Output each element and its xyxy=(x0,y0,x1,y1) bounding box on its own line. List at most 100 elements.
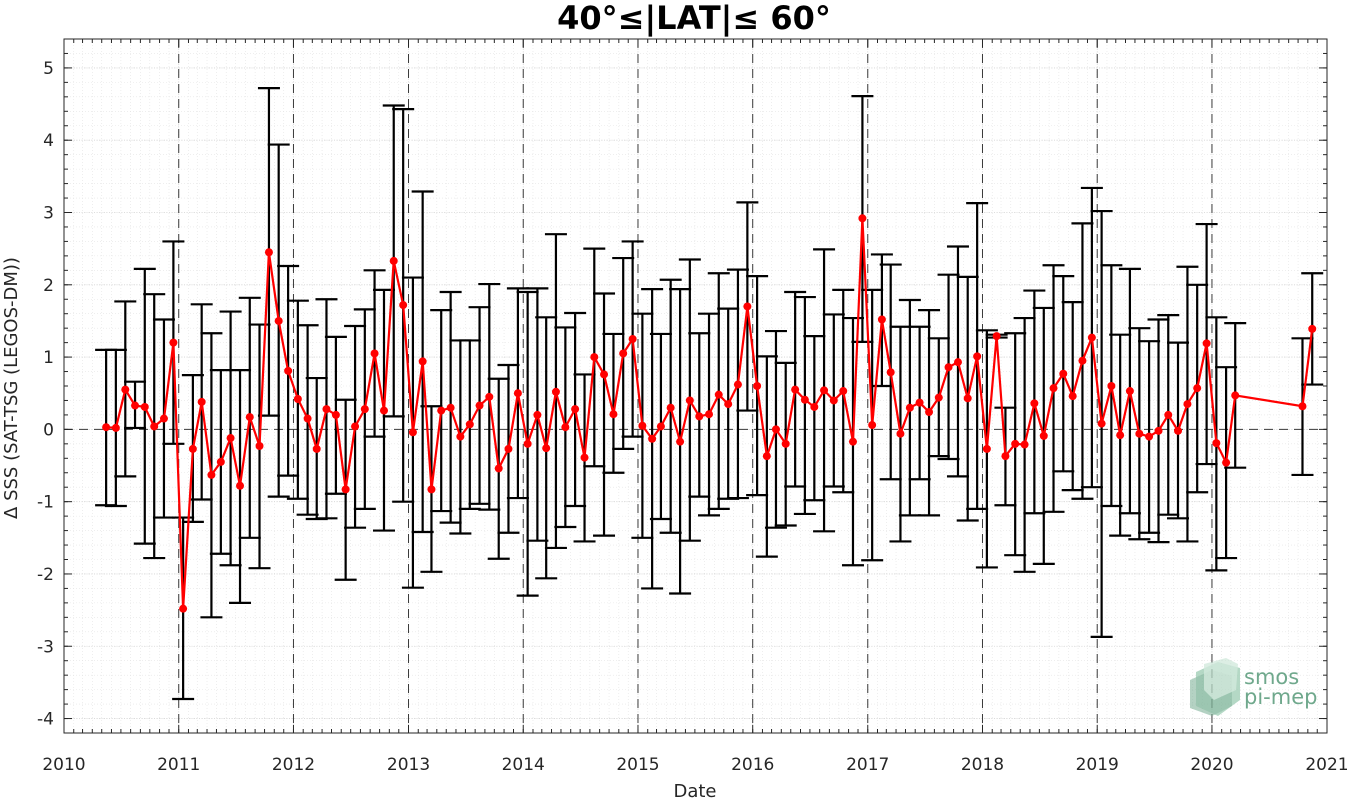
x-tick-label: 2016 xyxy=(731,755,774,775)
data-point xyxy=(1202,339,1211,348)
data-point xyxy=(303,414,312,423)
data-point xyxy=(829,396,838,405)
x-tick-label: 2018 xyxy=(961,755,1004,775)
data-point xyxy=(1193,384,1202,393)
data-point xyxy=(1078,356,1087,365)
data-point xyxy=(619,349,628,358)
x-tick-label: 2014 xyxy=(502,755,545,775)
y-tick-label: 0 xyxy=(43,420,54,440)
data-point xyxy=(140,402,149,411)
data-point xyxy=(207,470,216,479)
data-point xyxy=(666,403,675,412)
data-point xyxy=(1308,324,1317,333)
x-tick-label: 2019 xyxy=(1076,755,1119,775)
y-tick-label: -3 xyxy=(37,637,54,657)
data-point xyxy=(1183,400,1192,409)
y-tick-label: -4 xyxy=(37,710,54,730)
logo-text-pimep: pi-mep xyxy=(1244,685,1317,709)
data-point xyxy=(1107,382,1116,390)
data-point xyxy=(485,392,494,401)
data-point xyxy=(1212,439,1221,448)
data-point xyxy=(331,410,340,419)
chart-title: 40°≤|LAT|≤ 60° xyxy=(557,0,831,38)
y-tick-label: 2 xyxy=(43,276,54,296)
data-point xyxy=(437,406,446,415)
data-point xyxy=(513,389,522,398)
data-point xyxy=(1020,440,1029,449)
data-point xyxy=(1145,432,1154,441)
data-point xyxy=(351,422,360,431)
data-point xyxy=(418,357,427,366)
data-point xyxy=(982,444,991,453)
data-point xyxy=(771,425,780,434)
data-point xyxy=(159,414,168,423)
data-point xyxy=(695,412,704,421)
data-point xyxy=(542,444,551,453)
data-point xyxy=(504,444,513,453)
y-tick-label: -1 xyxy=(37,493,54,513)
x-tick-label: 2015 xyxy=(616,755,659,775)
data-point xyxy=(475,401,484,410)
data-point xyxy=(533,410,542,419)
data-point xyxy=(1030,399,1039,408)
data-point xyxy=(1231,391,1240,400)
data-point xyxy=(226,434,235,443)
data-point xyxy=(877,315,886,324)
data-point xyxy=(179,604,188,613)
data-point xyxy=(1164,410,1173,419)
data-point xyxy=(1222,458,1231,467)
data-point xyxy=(714,390,723,399)
data-point xyxy=(188,444,197,453)
data-point xyxy=(791,385,800,394)
data-point xyxy=(733,380,742,389)
data-point xyxy=(523,439,532,448)
data-point xyxy=(150,422,159,431)
data-point xyxy=(580,453,589,462)
data-point xyxy=(169,338,178,347)
data-point xyxy=(551,387,560,396)
y-tick-label: 3 xyxy=(43,204,54,224)
data-point xyxy=(293,395,302,404)
data-point xyxy=(197,397,206,406)
x-tick-label: 2020 xyxy=(1190,755,1233,775)
data-point xyxy=(676,437,685,446)
data-point xyxy=(868,421,877,430)
y-tick-label: -2 xyxy=(37,565,54,585)
y-tick-label: 5 xyxy=(43,59,54,79)
data-point xyxy=(963,394,972,403)
data-point xyxy=(111,423,120,432)
data-point xyxy=(1097,419,1106,428)
data-point xyxy=(656,422,665,431)
data-point xyxy=(1116,431,1125,440)
data-point xyxy=(839,387,848,396)
data-point xyxy=(379,406,388,415)
data-point xyxy=(1059,369,1068,378)
data-point xyxy=(274,316,283,325)
data-point xyxy=(1001,452,1010,461)
error-bar xyxy=(803,335,826,502)
data-point xyxy=(858,214,867,223)
x-tick-label: 2021 xyxy=(1305,755,1348,775)
error-bar xyxy=(793,295,816,516)
data-point xyxy=(820,386,829,395)
data-point xyxy=(810,402,819,411)
data-point xyxy=(1298,402,1307,411)
data-point xyxy=(934,393,943,402)
logo-mark-icon xyxy=(1190,658,1240,716)
data-point xyxy=(743,302,752,311)
data-point xyxy=(571,405,580,414)
data-point xyxy=(886,368,895,377)
data-point xyxy=(1087,333,1096,342)
data-point xyxy=(456,432,465,441)
data-point xyxy=(992,332,1001,341)
x-tick-label: 2012 xyxy=(272,755,315,775)
series-markers xyxy=(102,214,1317,613)
y-axis-label: Δ SSS (SAT-TSG (LEGOS-DM)) xyxy=(1,257,22,519)
data-point xyxy=(753,382,762,390)
data-point xyxy=(446,403,455,412)
data-point xyxy=(341,485,350,494)
data-point xyxy=(724,400,733,409)
axis-ticks xyxy=(63,38,1328,734)
data-point xyxy=(1049,384,1058,393)
data-point xyxy=(1011,439,1020,448)
